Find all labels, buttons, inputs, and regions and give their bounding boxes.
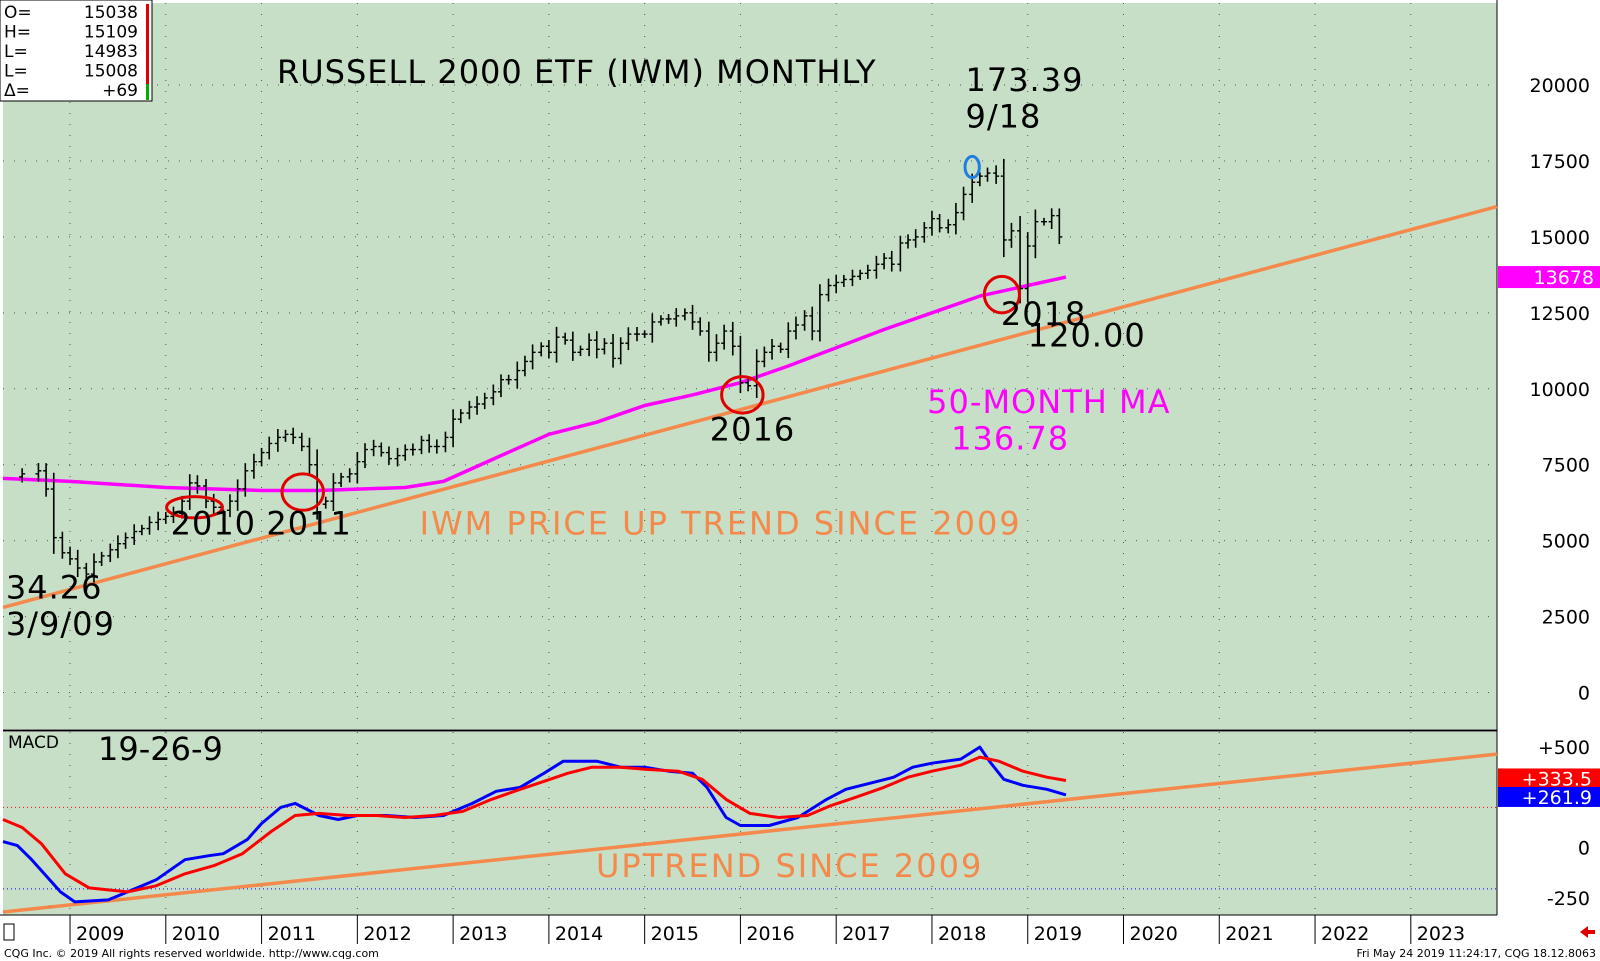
macd-trend-line: [2, 752, 1498, 914]
highlight-circle-0: [165, 495, 224, 520]
time-label-2: 2011: [268, 923, 316, 945]
price-axis-ticks: 0 2500 5000 7500 10000 12500 15000 17500 20000: [1530, 75, 1590, 705]
time-label-10: 2019: [1034, 923, 1082, 945]
macd-lines: [2, 745, 1067, 904]
macd-params: 19-26-9: [98, 730, 223, 768]
quote-up-bar: [146, 4, 149, 86]
time-label-6: 2015: [651, 923, 699, 945]
time-label-5: 2014: [555, 923, 603, 945]
quote-value-3: 15008: [84, 62, 138, 82]
annotation-10: 136.78: [951, 420, 1069, 458]
ma-marker-label: 13678: [1534, 267, 1594, 289]
price-tick-label-7: 17500: [1530, 151, 1590, 173]
price-tick-label-6: 15000: [1530, 227, 1590, 249]
highlight-circle-2: [720, 375, 765, 415]
quote-net-bar: [146, 84, 149, 100]
price-grid: [3, 3, 1497, 729]
annotation-2: 34.26: [6, 568, 103, 606]
annotation-1: 9/18: [965, 98, 1041, 136]
price-annotations: 173.399/18 34.263/9/09 2010 2011 2016 2018120…: [6, 61, 1170, 643]
macd-annotation: UPTREND SINCE 2009: [596, 847, 983, 885]
highlight-circle-1: [280, 472, 326, 512]
time-label-7: 2016: [746, 923, 794, 945]
quote-label-4: Δ=: [4, 81, 30, 101]
time-label-13: 2022: [1321, 923, 1369, 945]
macd-value-markers: +333.5+261.9: [1498, 768, 1600, 809]
footer-copyright: CQG Inc. © 2019 All rights reserved worl…: [4, 947, 379, 960]
quote-box: [0, 0, 153, 102]
price-panel-bg: [3, 3, 1497, 729]
quote-value-4: +69: [102, 81, 138, 101]
quote-rows: O= 15038 H= 15109 L= 14983 L= 15008 Δ= +69: [4, 3, 138, 101]
annotation-4: 2010: [171, 505, 256, 543]
annotation-11: IWM PRICE UP TREND SINCE 2009: [420, 505, 1022, 543]
time-label-11: 2020: [1130, 923, 1178, 945]
macd-axis-ticks: -250 0 +500: [1538, 737, 1590, 910]
quote-value-1: 15109: [84, 23, 138, 43]
highlight-circle-4: [963, 154, 981, 180]
annotation-6: 2016: [710, 410, 795, 448]
macd-uptrend-line: [2, 752, 1498, 914]
price-tick-label-4: 10000: [1530, 379, 1590, 401]
price-tick-label-2: 5000: [1542, 531, 1590, 553]
macd-label: MACD: [8, 733, 59, 753]
macd-series-line-1: [2, 755, 1067, 894]
scroll-right-arrow-icon[interactable]: [1580, 926, 1595, 938]
time-label-9: 2018: [938, 923, 986, 945]
macd-tick-label-2: +500: [1538, 737, 1590, 759]
quote-value-2: 14983: [84, 42, 138, 62]
chart-title: RUSSELL 2000 ETF (IWM) MONTHLY: [277, 53, 877, 91]
time-axis-labels: 2009 2010 2011 2012 2013 2014 2015 2016 2017 2018…: [69, 915, 1465, 945]
macd-marker-label-1: +261.9: [1522, 787, 1592, 809]
macd-marker-bg-1: [1498, 786, 1600, 807]
price-bars: [19, 158, 1063, 583]
price-tick-label-1: 2500: [1542, 607, 1590, 629]
price-tick-label-8: 20000: [1530, 75, 1590, 97]
time-label-0: 2009: [76, 923, 124, 945]
price-tick-label-0: 0: [1578, 683, 1590, 705]
time-label-12: 2021: [1225, 923, 1273, 945]
price-tick-label-3: 7500: [1542, 455, 1590, 477]
uptrend-line: [2, 204, 1498, 610]
macd-tick-label-0: -250: [1547, 888, 1590, 910]
time-label-1: 2010: [172, 923, 220, 945]
quote-label-3: L=: [4, 62, 28, 82]
annotation-7: 2018: [1001, 295, 1086, 333]
macd-marker-bg-0: [1498, 768, 1600, 789]
annotation-5: 2011: [266, 505, 351, 543]
macd-grid: [3, 732, 1497, 915]
ma-value-marker: 13678: [1498, 266, 1600, 289]
highlight-circles: [165, 154, 1021, 520]
macd-tick-label-1: 0: [1578, 838, 1590, 860]
time-label-3: 2012: [363, 923, 411, 945]
macd-marker-label-0: +333.5: [1522, 768, 1592, 790]
time-label-4: 2013: [459, 923, 507, 945]
ma-marker-bg: [1498, 266, 1600, 289]
annotation-9: 50-MONTH MA: [927, 383, 1170, 421]
price-trend-line: [2, 204, 1498, 610]
quote-label-1: H=: [4, 23, 31, 43]
quote-label-0: O=: [4, 3, 32, 23]
time-label-14: 2023: [1417, 923, 1465, 945]
ma-50-month-line: [2, 275, 1067, 493]
annotation-0: 173.39: [965, 61, 1083, 99]
time-axis-bg: [0, 915, 1600, 944]
time-label-8: 2017: [842, 923, 890, 945]
footer-timestamp: Fri May 24 2019 11:24:17, CQG 18.12.8063: [1356, 947, 1596, 960]
annotation-8: 120.00: [1028, 316, 1146, 354]
macd-series-line-0: [2, 745, 1067, 904]
moving-average-line: [2, 275, 1067, 493]
quote-value-0: 15038: [84, 3, 138, 23]
price-tick-label-5: 12500: [1530, 303, 1590, 325]
scroll-left-handle[interactable]: [3, 923, 15, 941]
annotation-3: 3/9/09: [6, 605, 115, 643]
highlight-circle-3: [982, 274, 1021, 315]
quote-label-2: L=: [4, 42, 28, 62]
